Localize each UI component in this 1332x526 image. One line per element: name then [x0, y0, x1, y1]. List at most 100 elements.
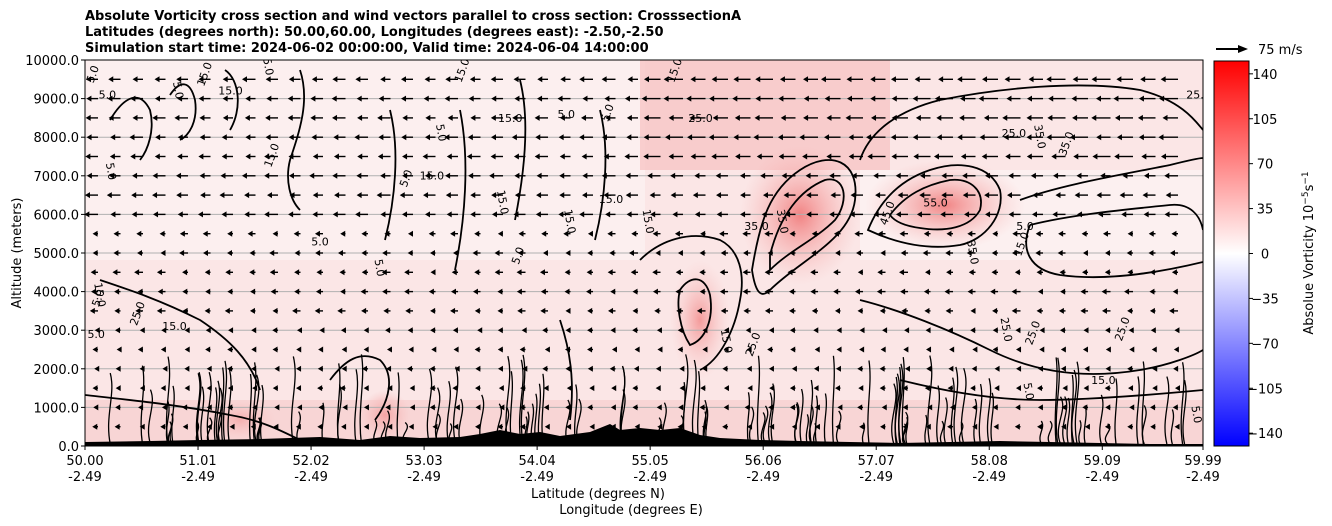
- wind-vector-head: [537, 76, 543, 83]
- wind-vector-head: [690, 153, 696, 160]
- wind-vector-head: [490, 76, 496, 83]
- wind-vector-head: [835, 385, 841, 392]
- wind-vector-head: [687, 134, 693, 141]
- wind-vector-head: [789, 385, 795, 392]
- wind-vector-head: [309, 172, 315, 179]
- wind-vector-head: [113, 230, 119, 237]
- contour-label: 5.0: [599, 102, 617, 123]
- contour-label: 35.0: [774, 208, 791, 234]
- wind-vector-head: [450, 230, 456, 237]
- x-tick-label-lon: -2.49: [294, 470, 328, 485]
- contour-line: [452, 366, 459, 445]
- wind-vector-head: [221, 153, 227, 160]
- x-tick-label-lat: 55.05: [632, 454, 669, 469]
- wind-vector-head: [382, 250, 388, 256]
- wind-vector-head: [922, 250, 928, 256]
- wind-vector-head: [288, 211, 294, 218]
- contour-line: [978, 383, 983, 445]
- wind-vector-head: [945, 307, 951, 314]
- wind-vector-head: [1059, 269, 1065, 276]
- wind-vector-head: [560, 76, 566, 83]
- wind-vector-head: [93, 404, 99, 411]
- wind-vector-head: [1030, 172, 1036, 179]
- wind-vector-head: [249, 250, 255, 256]
- wind-vector-head: [970, 327, 976, 334]
- wind-vector-head: [789, 250, 795, 256]
- wind-vector-head: [202, 230, 208, 237]
- wind-vector-head: [137, 346, 143, 353]
- wind-vector-head: [647, 172, 653, 179]
- wind-vector-head: [814, 365, 820, 372]
- wind-vector-head: [176, 172, 182, 179]
- contour-line: [396, 372, 400, 445]
- wind-vector-head: [811, 230, 817, 237]
- contour-line: [290, 356, 296, 445]
- x-tick-label-lat: 59.09: [1084, 454, 1121, 469]
- wind-vector-head: [882, 327, 888, 334]
- wind-vector-head: [626, 134, 632, 141]
- wind-vector-head: [858, 385, 864, 392]
- wind-vector-head: [160, 385, 166, 392]
- wind-vector-head: [857, 269, 863, 276]
- contour-label: 5.0: [311, 235, 329, 248]
- wind-vector-head: [1008, 172, 1014, 179]
- wind-vector-head: [154, 95, 160, 102]
- wind-vector-head: [409, 385, 415, 392]
- contour-line: [936, 385, 940, 445]
- wind-vector-head: [94, 365, 100, 372]
- wind-vector-head: [652, 269, 658, 276]
- wind-vector-head: [245, 95, 251, 102]
- contour-label: 15.0: [218, 85, 243, 98]
- wind-vector-head: [1164, 172, 1170, 179]
- wind-vector-head: [1026, 153, 1032, 160]
- wind-vector-head: [425, 211, 431, 218]
- wind-vector-head: [859, 423, 865, 430]
- wind-vector-head: [1046, 76, 1052, 83]
- wind-vector-head: [422, 153, 428, 160]
- wind-vector-head: [1105, 346, 1111, 353]
- wind-vector-head: [1151, 346, 1157, 353]
- wind-vector-head: [356, 192, 362, 199]
- wind-vector-head: [947, 385, 953, 392]
- wind-vector-head: [491, 95, 497, 102]
- wind-vector-head: [1121, 211, 1127, 218]
- contour-line: [927, 355, 933, 445]
- wind-vector-head: [837, 404, 843, 411]
- wind-vector-head: [380, 211, 386, 218]
- wind-vector-head: [1061, 404, 1067, 411]
- wind-vector-head: [781, 172, 787, 179]
- wind-vector-head: [425, 114, 431, 121]
- wind-vector-head: [399, 192, 405, 199]
- wind-vector-head: [944, 288, 950, 295]
- wind-vector-head: [541, 230, 547, 237]
- wind-vector-head: [994, 365, 1000, 372]
- wind-vector-head: [699, 269, 705, 276]
- wind-vector-head: [454, 404, 460, 411]
- wind-vector-head: [1122, 172, 1128, 179]
- wind-vector-head: [132, 114, 138, 121]
- wind-vector-head: [609, 365, 615, 372]
- wind-vector-head: [108, 76, 114, 83]
- contour-line: [1180, 362, 1185, 445]
- wind-vector-head: [734, 114, 740, 121]
- x-tick-label-lat: 56.06: [745, 454, 782, 469]
- wind-vector-head: [587, 250, 593, 256]
- wind-vector-head: [565, 307, 571, 314]
- wind-vector-head: [333, 153, 339, 160]
- wind-vector-head: [1055, 192, 1061, 199]
- title-line-1: Absolute Vorticity cross section and win…: [85, 9, 742, 24]
- wind-vector-head: [489, 172, 495, 179]
- contour-line: [454, 109, 467, 271]
- colorbar-tick-label: −140: [1247, 427, 1283, 442]
- wind-vector-head: [957, 134, 963, 141]
- contour-line: [329, 355, 390, 421]
- wind-vector-head: [675, 288, 681, 295]
- wind-vector-head: [1150, 327, 1156, 334]
- wind-vector-head: [791, 365, 797, 372]
- wind-vector-head: [1105, 327, 1111, 334]
- contour-line: [1136, 376, 1140, 445]
- wind-vector-head: [454, 365, 460, 372]
- wind-vector-head: [811, 250, 817, 256]
- wind-vector-head: [363, 423, 369, 430]
- wind-vector-head: [539, 269, 545, 276]
